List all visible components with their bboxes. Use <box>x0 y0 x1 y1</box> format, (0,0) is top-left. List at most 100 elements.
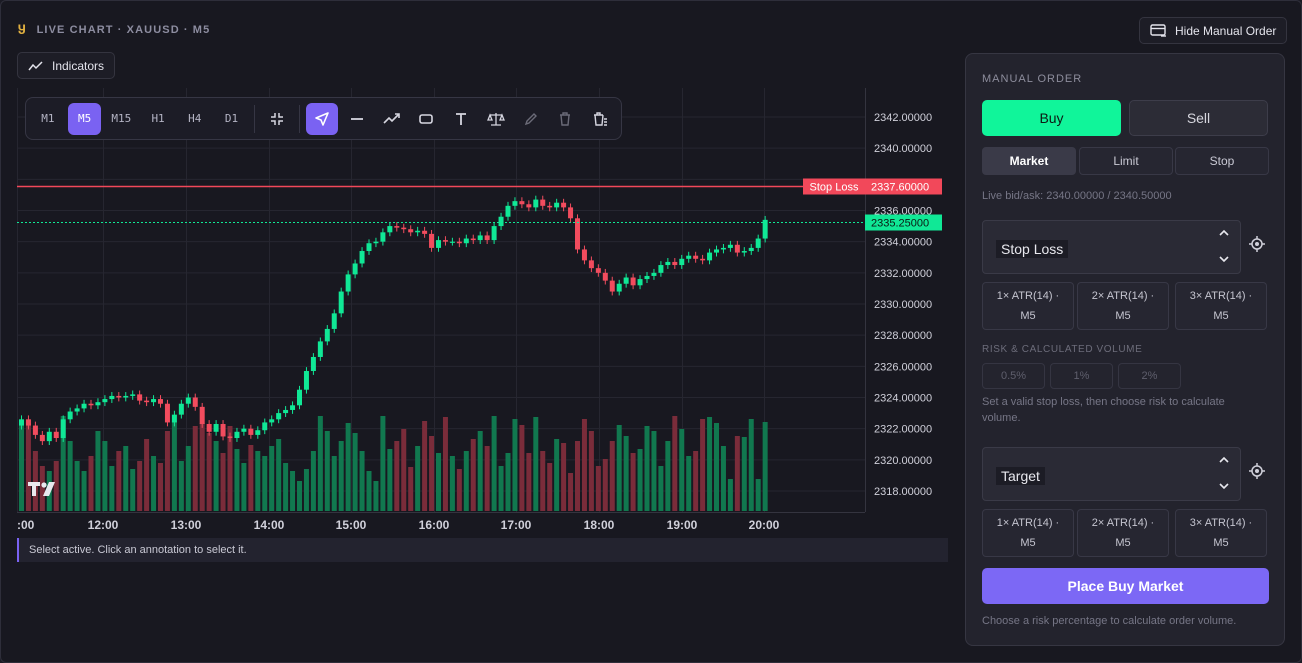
chart-title: Ⴘ LIVE CHART · XAUUSD · M5 <box>18 22 210 38</box>
volume-bar <box>665 441 671 511</box>
chevron-up-icon[interactable] <box>1218 228 1230 236</box>
hide-manual-order-label: Hide Manual Order <box>1175 23 1277 38</box>
buy-button[interactable]: Buy <box>982 100 1121 136</box>
stop-loss-label: Stop Loss <box>996 240 1069 258</box>
candle-body <box>512 201 518 206</box>
candle-body <box>644 275 650 280</box>
price-chart[interactable]: Stop Loss 2337.60000 2335.25000 2342.00000 2… <box>17 88 947 534</box>
candle-body <box>547 205 553 208</box>
stop-atr-2x-button[interactable]: 2× ATR(14) · M5 <box>1077 282 1169 330</box>
fullscreen-collapse-icon[interactable] <box>261 103 293 135</box>
trend-line-icon[interactable] <box>376 103 408 135</box>
candle-body <box>554 202 560 208</box>
volume-bar <box>151 456 157 511</box>
timeframe-m5[interactable]: M5 <box>67 102 102 135</box>
candle-body <box>359 251 365 264</box>
candle-body <box>227 436 233 439</box>
volume-bar <box>602 459 608 511</box>
volume-bar <box>380 416 386 511</box>
volume-bar <box>276 439 282 511</box>
candle-body <box>714 249 719 253</box>
volume-bar <box>39 466 45 511</box>
card-icon <box>1150 23 1166 37</box>
volume-bar <box>693 451 699 511</box>
indicators-label: Indicators <box>52 58 105 73</box>
clear-all-icon[interactable] <box>584 103 616 135</box>
candle-body <box>602 272 608 281</box>
target-atr-3x-button[interactable]: 3× ATR(14) · M5 <box>1175 509 1267 557</box>
risk-1-button[interactable]: 1% <box>1050 363 1113 389</box>
volume-bar <box>352 433 358 511</box>
volume-bar <box>658 466 664 511</box>
hide-manual-order-button[interactable]: Hide Manual Order <box>1139 17 1288 44</box>
candle-body <box>185 397 191 404</box>
sell-button[interactable]: Sell <box>1129 100 1268 136</box>
target-field[interactable]: Target <box>982 447 1241 501</box>
volume-bar <box>25 423 31 511</box>
volume-bar <box>456 469 462 511</box>
timeframe-m15[interactable]: M15 <box>111 112 132 125</box>
timeframe-h1[interactable]: H1 <box>151 112 165 125</box>
horizontal-line-icon[interactable] <box>341 103 373 135</box>
stop-loss-field[interactable]: Stop Loss <box>982 220 1241 274</box>
candlestick-chart[interactable]: Stop Loss 2337.60000 2335.25000 2342.00000 2… <box>17 88 947 534</box>
candle-body <box>470 238 476 241</box>
volume-bar <box>470 439 476 511</box>
manual-order-panel: MANUAL ORDER Buy Sell Market Limit Stop … <box>965 53 1285 646</box>
volume-bar <box>484 446 490 511</box>
candle-body <box>67 411 73 420</box>
timeframe-h4[interactable]: H4 <box>188 112 202 125</box>
volume-bar <box>178 461 184 511</box>
order-type-stop[interactable]: Stop <box>1175 147 1269 175</box>
volume-bar <box>262 456 268 511</box>
risk-2-button[interactable]: 2% <box>1118 363 1181 389</box>
crosshair-icon[interactable] <box>1248 462 1266 480</box>
risk-0-5-button[interactable]: 0.5% <box>982 363 1045 389</box>
trash-icon[interactable] <box>549 103 581 135</box>
pencil-icon[interactable] <box>515 103 547 135</box>
toolbar-divider <box>299 104 301 133</box>
candle-body <box>498 216 504 227</box>
candle-body <box>88 403 94 406</box>
stop-atr-3x-button[interactable]: 3× ATR(14) · M5 <box>1175 282 1267 330</box>
candle-body <box>630 277 636 286</box>
cursor-arrow-icon[interactable] <box>306 102 338 135</box>
order-type-limit[interactable]: Limit <box>1079 147 1173 175</box>
volume-bar <box>637 449 643 511</box>
target-atr-1x-button[interactable]: 1× ATR(14) · M5 <box>982 509 1074 557</box>
volume-bar <box>755 479 761 511</box>
candle-body <box>658 265 664 273</box>
chevron-down-icon[interactable] <box>1218 256 1230 264</box>
candle-body <box>651 272 657 276</box>
indicators-button[interactable]: Indicators <box>17 52 116 79</box>
volume-bar <box>436 453 441 511</box>
current-price-tag <box>865 214 942 231</box>
stop-atr-1x-button[interactable]: 1× ATR(14) · M5 <box>982 282 1074 330</box>
place-order-button[interactable]: Place Buy Market <box>982 568 1269 604</box>
candle-body <box>290 405 296 410</box>
stop-loss-price-tag <box>865 178 942 195</box>
crosshair-icon[interactable] <box>1248 235 1266 253</box>
volume-bar <box>519 425 525 511</box>
chart-toolbar: M1 M5 M15 H1 H4 D1 <box>25 97 622 140</box>
timeframe-m1[interactable]: M1 <box>41 112 55 125</box>
volume-bar <box>540 451 546 511</box>
text-icon[interactable] <box>445 103 477 135</box>
status-bar: Select active. Click an annotation to se… <box>17 538 948 562</box>
rectangle-icon[interactable] <box>410 103 442 135</box>
volume-bar <box>213 441 219 511</box>
volume-bar <box>700 419 706 511</box>
target-atr-2x-button[interactable]: 2× ATR(14) · M5 <box>1077 509 1169 557</box>
volume-bar <box>588 431 594 511</box>
candle-body <box>686 255 692 259</box>
chevron-down-icon[interactable] <box>1218 483 1230 491</box>
timeframe-d1[interactable]: D1 <box>224 112 239 125</box>
order-type-market[interactable]: Market <box>982 147 1076 175</box>
candle-body <box>616 283 622 292</box>
candle-body <box>491 226 497 241</box>
chevron-up-icon[interactable] <box>1218 455 1230 463</box>
candle-body <box>380 232 386 242</box>
candle-body <box>436 240 441 248</box>
scale-balance-icon[interactable] <box>480 103 512 135</box>
candle-body <box>192 397 198 407</box>
